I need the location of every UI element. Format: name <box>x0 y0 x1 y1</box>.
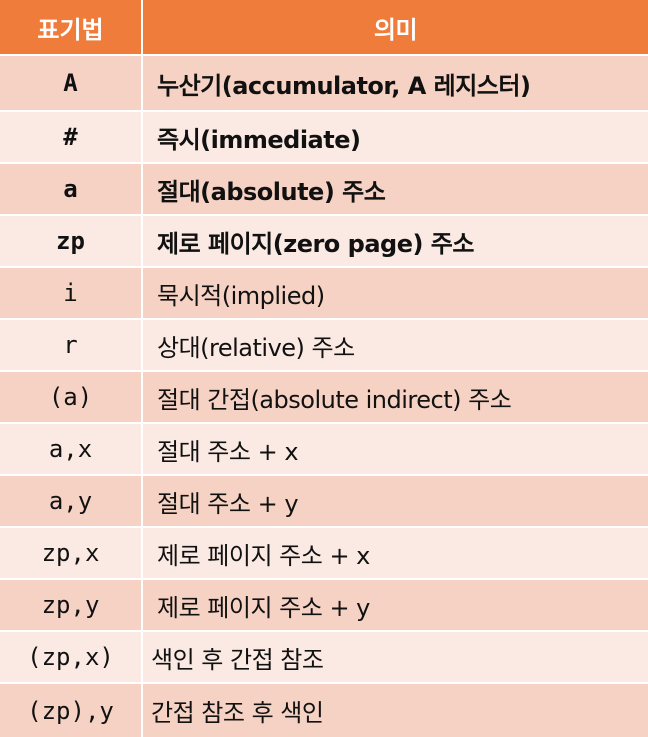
meaning-cell: 절대(absolute) 주소 <box>157 177 386 206</box>
notation-cell: (zp),y <box>0 684 143 737</box>
meaning-cell: 제로 페이지 주소 + y <box>157 593 370 622</box>
notation-cell: (zp,x) <box>0 632 143 682</box>
table-row: a,y 절대 주소 + y <box>0 476 648 528</box>
notation-cell: a <box>0 164 143 214</box>
meaning-cell: 절대 간접(absolute indirect) 주소 <box>157 385 512 414</box>
table-row: (zp,x) 색인 후 간접 참조 <box>0 632 648 684</box>
notation-cell: zp,y <box>0 580 143 630</box>
notation-cell: a,x <box>0 424 143 474</box>
meaning-cell: 제로 페이지(zero page) 주소 <box>157 229 474 258</box>
meaning-cell: 색인 후 간접 참조 <box>151 645 324 674</box>
meaning-cell: 묵시적(implied) <box>157 281 325 310</box>
table-row: r 상대(relative) 주소 <box>0 320 648 372</box>
notation-cell: zp <box>0 216 143 266</box>
notation-cell: (a) <box>0 372 143 422</box>
meaning-cell: 제로 페이지 주소 + x <box>157 541 370 570</box>
header-meaning: 의미 <box>373 15 418 44</box>
notation-cell: zp,x <box>0 528 143 578</box>
table-row: (a) 절대 간접(absolute indirect) 주소 <box>0 372 648 424</box>
notation-cell: i <box>0 268 143 318</box>
table-header: 표기법 의미 <box>0 0 648 56</box>
table-row: (zp),y 간접 참조 후 색인 <box>0 684 648 737</box>
table-row: a 절대(absolute) 주소 <box>0 164 648 216</box>
table-row: a,x 절대 주소 + x <box>0 424 648 476</box>
meaning-cell: 상대(relative) 주소 <box>157 333 355 362</box>
meaning-cell: 누산기(accumulator, A 레지스터) <box>157 71 531 100</box>
table-row: # 즉시(immediate) <box>0 112 648 164</box>
table-row: i 묵시적(implied) <box>0 268 648 320</box>
notation-cell: # <box>0 112 143 162</box>
table-row: zp 제로 페이지(zero page) 주소 <box>0 216 648 268</box>
notation-cell: r <box>0 320 143 370</box>
notation-cell: A <box>0 56 143 110</box>
table-row: zp,x 제로 페이지 주소 + x <box>0 528 648 580</box>
meaning-cell: 절대 주소 + y <box>157 489 299 518</box>
table-row: A 누산기(accumulator, A 레지스터) <box>0 56 648 112</box>
notation-cell: a,y <box>0 476 143 526</box>
meaning-cell: 즉시(immediate) <box>157 125 361 154</box>
meaning-cell: 간접 참조 후 색인 <box>151 699 324 727</box>
header-notation: 표기법 <box>0 0 143 54</box>
table-row: zp,y 제로 페이지 주소 + y <box>0 580 648 632</box>
meaning-cell: 절대 주소 + x <box>157 437 299 466</box>
